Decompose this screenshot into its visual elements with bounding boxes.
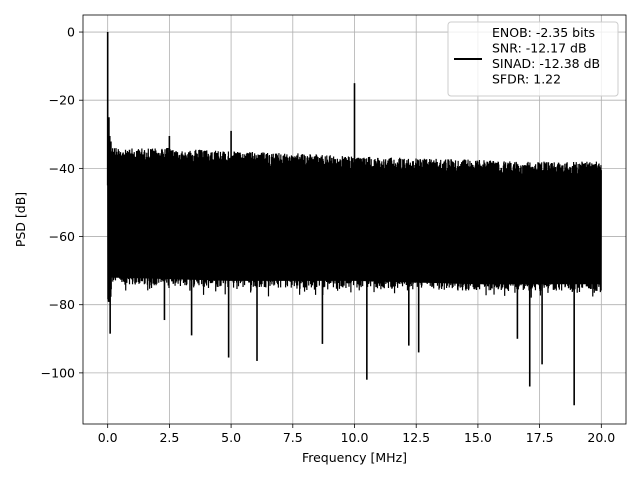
- y-tick-label: −20: [49, 93, 75, 108]
- legend-line-text: ENOB: -2.35 bits: [492, 25, 595, 40]
- legend-line-text: SINAD: -12.38 dB: [492, 56, 600, 71]
- legend: ENOB: -2.35 bits SNR: -12.17 dB SINAD: -12…: [447, 21, 619, 97]
- y-tick-label: −100: [41, 365, 75, 380]
- y-tick-label: −60: [49, 229, 75, 244]
- x-tick-label: 2.5: [159, 430, 179, 445]
- x-axis-label: Frequency [MHz]: [302, 450, 407, 465]
- x-tick-label: 12.5: [402, 430, 430, 445]
- x-tick-label: 15.0: [464, 430, 492, 445]
- y-tick-label: −40: [49, 161, 75, 176]
- y-tick-label: −80: [49, 297, 75, 312]
- x-tick-label: 17.5: [526, 430, 554, 445]
- legend-label: ENOB: -2.35 bits SNR: -12.17 dB SINAD: -12…: [492, 25, 600, 87]
- x-tick-label: 7.5: [283, 430, 303, 445]
- plot-area: [106, 32, 602, 406]
- y-axis-label: PSD [dB]: [13, 192, 28, 247]
- x-tick-label: 20.0: [587, 430, 615, 445]
- x-tick-label: 10.0: [341, 430, 369, 445]
- y-tick-label: 0: [67, 25, 75, 40]
- legend-line-text: SFDR: 1.22: [492, 72, 561, 87]
- legend-box: [447, 21, 619, 97]
- psd-noise-band: [107, 164, 602, 285]
- x-tick-label: 5.0: [221, 430, 241, 445]
- x-tick-label: 0.0: [98, 430, 118, 445]
- ticks: 0.0 2.5 5.0 7.5 10.0 12.5 15.0 17.5 20.0 0 −20 −40 −…: [41, 25, 616, 445]
- legend-line-text: SNR: -12.17 dB: [492, 41, 587, 56]
